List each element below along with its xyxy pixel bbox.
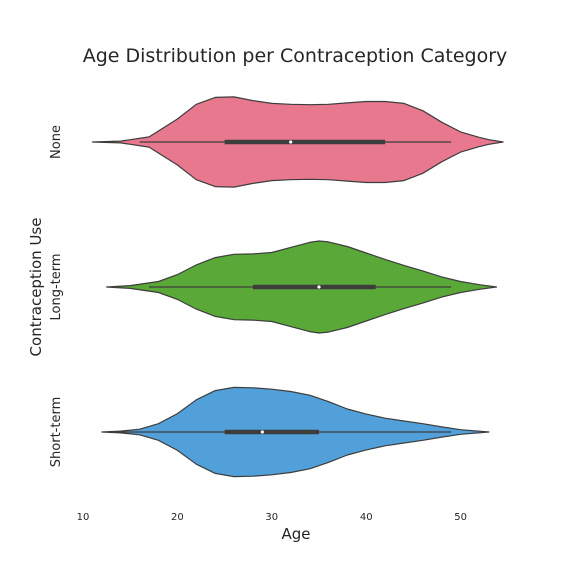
chart-title: Age Distribution per Contraception Categ… — [83, 45, 508, 67]
category-label-short-term: Short-term — [49, 397, 64, 467]
y-axis-label: Contraception Use — [27, 218, 45, 357]
x-tick-20: 20 — [171, 512, 184, 523]
violin-none — [92, 97, 503, 187]
x-tick-50: 50 — [454, 512, 467, 523]
category-labels: None Long-term Short-term — [49, 125, 64, 467]
x-tick-labels: 10 20 30 40 50 — [77, 512, 467, 523]
category-label-none: None — [49, 125, 64, 159]
median-marker-long-term — [317, 285, 320, 288]
violins-group — [92, 97, 503, 477]
category-label-long-term: Long-term — [49, 253, 64, 320]
violin-short-term — [102, 387, 489, 476]
violin-long-term — [107, 241, 497, 333]
x-tick-40: 40 — [360, 512, 373, 523]
x-axis-label: Age — [281, 525, 310, 543]
median-marker-short-term — [261, 430, 264, 433]
median-marker-none — [289, 140, 292, 143]
x-tick-10: 10 — [77, 512, 90, 523]
x-tick-30: 30 — [265, 512, 278, 523]
